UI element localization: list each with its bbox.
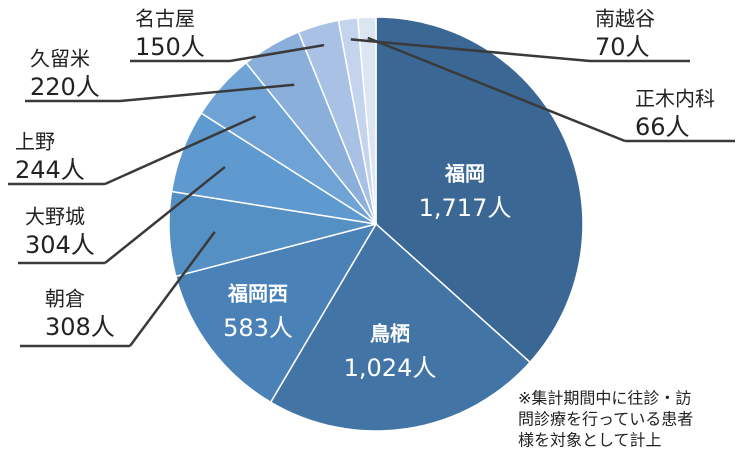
note: 様を対象として計上	[518, 431, 662, 450]
slice-label: 名古屋	[135, 7, 195, 31]
slice-label: 南越谷	[595, 7, 655, 31]
slice-label: 上野	[15, 130, 55, 154]
leader-line	[367, 36, 626, 143]
slice-label: 大野城	[25, 205, 85, 229]
value-label: 583人	[223, 314, 293, 342]
value-label: 70人	[595, 33, 650, 61]
leader-line	[104, 115, 257, 186]
value-label: 304人	[25, 231, 95, 259]
leader-line	[350, 38, 591, 63]
slice-label: 鳥栖	[370, 322, 410, 346]
slice-label: 正木内科	[635, 87, 715, 111]
value-label: 66人	[635, 113, 690, 141]
value-label: 244人	[15, 156, 85, 184]
value-label: 150人	[135, 33, 205, 61]
slice-label: 朝倉	[45, 287, 85, 311]
slice-label: 久留米	[30, 47, 90, 71]
leader-line	[119, 83, 295, 103]
pie-slice	[174, 222, 378, 404]
note: ※集計期間中に往診・訪	[518, 389, 691, 408]
slice-label: 福岡	[444, 162, 485, 186]
leader-line	[104, 165, 226, 264]
value-label: 308人	[45, 313, 115, 341]
leader-line	[229, 43, 325, 63]
value-label: 1,717人	[419, 194, 512, 222]
leader-line	[128, 231, 216, 347]
pie-slice	[269, 222, 532, 432]
pie-slice	[356, 16, 377, 225]
value-label: 1,024人	[344, 354, 437, 382]
value-label: 220人	[30, 73, 100, 101]
note: 問診療を行っている患者	[518, 410, 693, 429]
slice-label: 福岡西	[227, 282, 288, 306]
